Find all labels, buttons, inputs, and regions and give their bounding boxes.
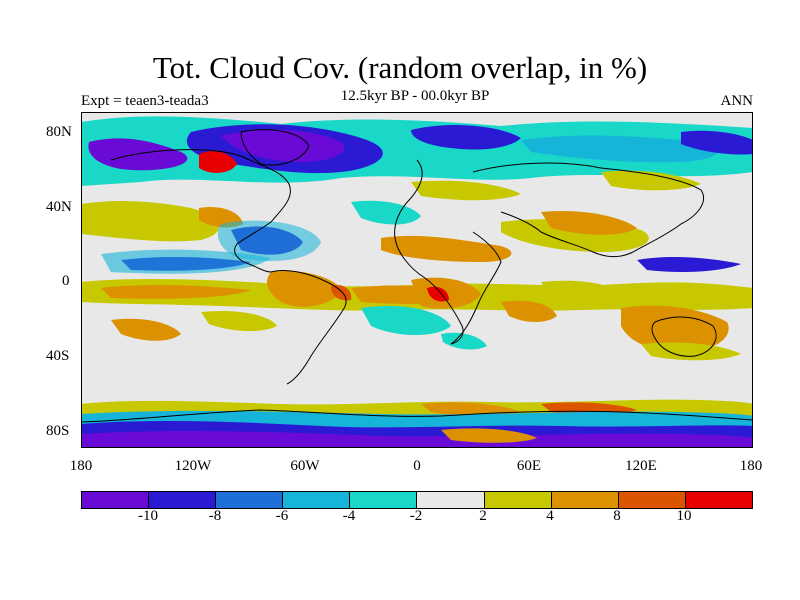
arctic-band-blue bbox=[88, 138, 188, 171]
siberia-cyan bbox=[521, 135, 719, 163]
colorbar-label: -8 bbox=[208, 508, 222, 524]
y-tick-label: 40S bbox=[46, 348, 70, 364]
colorbar-box bbox=[684, 492, 752, 508]
colorbar-box bbox=[215, 492, 283, 508]
plot-title: Tot. Cloud Cov. (random overlap, in %) bbox=[152, 50, 648, 85]
scandinavia-blue bbox=[411, 124, 521, 150]
x-tick-label: 180 bbox=[69, 458, 93, 474]
colorbar-label: -4 bbox=[342, 508, 356, 524]
x-tick-label: 60E bbox=[516, 458, 542, 474]
antarctic-orange-patch bbox=[441, 428, 537, 443]
colorbar-box bbox=[550, 492, 618, 508]
cloud-cover-map bbox=[81, 112, 753, 448]
y-tick-label: 0 bbox=[62, 273, 70, 289]
north-pacific-yellow bbox=[81, 201, 220, 242]
pacific-itcz-cyan bbox=[101, 249, 271, 274]
north-atlantic-violet bbox=[221, 129, 345, 162]
map-field-svg bbox=[81, 112, 753, 448]
equatorial-orange-west bbox=[101, 284, 251, 299]
africa-east-coast bbox=[450, 231, 502, 345]
y-tick-label: 40N bbox=[46, 199, 72, 215]
india-orange bbox=[541, 210, 637, 235]
south-america-orange bbox=[266, 270, 343, 307]
greenland-red bbox=[199, 151, 237, 173]
west-pacific-blue bbox=[637, 257, 741, 272]
coastlines bbox=[81, 129, 753, 423]
colorbar-box bbox=[349, 492, 417, 508]
australia-coast bbox=[651, 316, 717, 357]
season-label: ANN bbox=[720, 93, 754, 109]
colorbar-box bbox=[617, 492, 685, 508]
south-pacific-yellow-b bbox=[201, 310, 277, 332]
colorbar-label: 10 bbox=[676, 508, 692, 524]
colorbar-label: -10 bbox=[138, 508, 158, 524]
x-tick-label: 120W bbox=[174, 458, 212, 474]
x-tick-label: 120E bbox=[625, 458, 657, 474]
africa-red bbox=[427, 286, 449, 302]
x-tick-label: 60W bbox=[290, 458, 320, 474]
north-america-coast bbox=[110, 149, 291, 273]
y-tick-label: 80S bbox=[46, 423, 70, 439]
east-siberia-blue bbox=[681, 130, 753, 155]
south-atlantic-cyan-b bbox=[441, 332, 487, 350]
australia-orange bbox=[621, 305, 729, 352]
colorbar bbox=[81, 491, 753, 509]
indian-ocean-yellow bbox=[541, 280, 621, 302]
x-tick-label: 180 bbox=[739, 458, 763, 474]
colorbar-box bbox=[483, 492, 551, 508]
y-tick-label: 80N bbox=[46, 124, 72, 140]
colorbar-label: 4 bbox=[546, 508, 554, 524]
antarctic-band-violet bbox=[81, 430, 753, 448]
south-atlantic-cyan bbox=[361, 306, 451, 335]
colorbar-box bbox=[148, 492, 216, 508]
colorbar-label: 2 bbox=[479, 508, 487, 524]
south-america-coast bbox=[270, 269, 347, 385]
indian-ocean-orange bbox=[501, 300, 557, 322]
south-america-red bbox=[331, 284, 352, 301]
mid-lat-yellow-b bbox=[601, 170, 701, 191]
caribbean-cyan bbox=[217, 220, 321, 261]
sahara-orange bbox=[381, 235, 512, 262]
greenland-coast bbox=[240, 129, 310, 166]
mid-lat-yellow-a bbox=[411, 180, 521, 201]
colorbar-label: -6 bbox=[275, 508, 289, 524]
colorbar-label: -2 bbox=[409, 508, 423, 524]
south-pacific-orange-a bbox=[111, 318, 181, 341]
tasman-yellow bbox=[641, 342, 741, 361]
colorbar-label: 8 bbox=[613, 508, 621, 524]
europe-africa-coast bbox=[394, 159, 464, 345]
antarctica-coast bbox=[81, 409, 753, 423]
colorbar-box bbox=[416, 492, 484, 508]
asia-coast bbox=[472, 162, 704, 257]
experiment-label: Expt = teaen3-teada3 bbox=[81, 93, 209, 109]
colorbar-box bbox=[282, 492, 350, 508]
colorbar-box bbox=[82, 492, 149, 508]
plot-subtitle: 12.5kyr BP - 00.0kyr BP bbox=[340, 88, 490, 104]
x-tick-label: 0 bbox=[413, 458, 421, 474]
